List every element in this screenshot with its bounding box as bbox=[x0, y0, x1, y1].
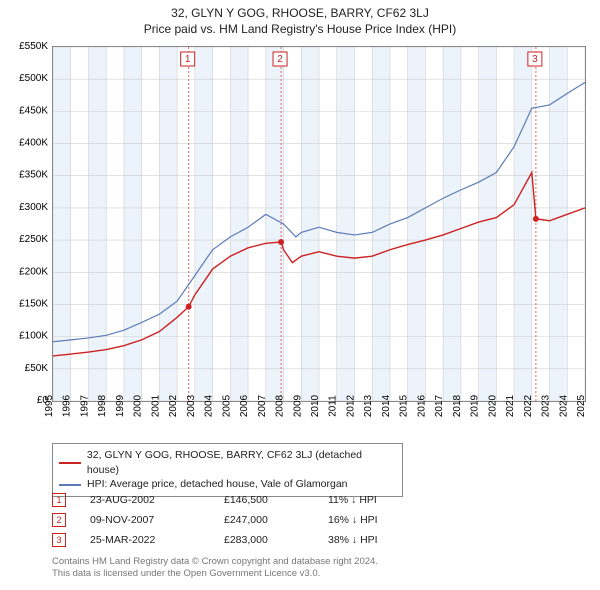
event-price: £247,000 bbox=[224, 514, 304, 526]
legend-swatch bbox=[59, 462, 81, 464]
event-price: £146,500 bbox=[224, 494, 304, 506]
event-date: 25-MAR-2022 bbox=[90, 534, 200, 546]
svg-text:£150K: £150K bbox=[19, 298, 48, 309]
event-badge: 1 bbox=[52, 493, 66, 507]
event-badge: 3 bbox=[52, 533, 66, 547]
chart-subtitle: Price paid vs. HM Land Registry's House … bbox=[0, 22, 600, 36]
svg-text:£250K: £250K bbox=[19, 234, 48, 245]
svg-text:£100K: £100K bbox=[19, 331, 48, 342]
plot-svg bbox=[53, 47, 585, 401]
event-delta: 16% ↓ HPI bbox=[328, 514, 378, 526]
event-date: 09-NOV-2007 bbox=[90, 514, 200, 526]
svg-text:£550K: £550K bbox=[19, 41, 48, 52]
svg-text:£400K: £400K bbox=[19, 138, 48, 149]
chart-title: 32, GLYN Y GOG, RHOOSE, BARRY, CF62 3LJ bbox=[0, 6, 600, 20]
footer: Contains HM Land Registry data © Crown c… bbox=[52, 556, 378, 581]
svg-text:£0: £0 bbox=[37, 395, 49, 406]
event-row: 1 23-AUG-2002 £146,500 11% ↓ HPI bbox=[52, 490, 572, 510]
svg-text:£500K: £500K bbox=[19, 73, 48, 84]
footer-line: Contains HM Land Registry data © Crown c… bbox=[52, 556, 378, 568]
footer-line: This data is licensed under the Open Gov… bbox=[52, 568, 378, 580]
legend-item: 32, GLYN Y GOG, RHOOSE, BARRY, CF62 3LJ … bbox=[59, 448, 396, 477]
events-table: 1 23-AUG-2002 £146,500 11% ↓ HPI 2 09-NO… bbox=[52, 490, 572, 550]
svg-text:£350K: £350K bbox=[19, 170, 48, 181]
chart-container: 32, GLYN Y GOG, RHOOSE, BARRY, CF62 3LJ … bbox=[0, 0, 600, 590]
svg-text:£50K: £50K bbox=[25, 363, 49, 374]
event-date: 23-AUG-2002 bbox=[90, 494, 200, 506]
plot-area bbox=[52, 46, 586, 402]
legend: 32, GLYN Y GOG, RHOOSE, BARRY, CF62 3LJ … bbox=[52, 443, 403, 497]
event-row: 3 25-MAR-2022 £283,000 38% ↓ HPI bbox=[52, 530, 572, 550]
svg-text:£300K: £300K bbox=[19, 202, 48, 213]
svg-text:£450K: £450K bbox=[19, 105, 48, 116]
event-delta: 38% ↓ HPI bbox=[328, 534, 378, 546]
event-row: 2 09-NOV-2007 £247,000 16% ↓ HPI bbox=[52, 510, 572, 530]
legend-label: 32, GLYN Y GOG, RHOOSE, BARRY, CF62 3LJ … bbox=[87, 448, 396, 477]
svg-text:£200K: £200K bbox=[19, 266, 48, 277]
event-delta: 11% ↓ HPI bbox=[328, 494, 377, 506]
event-badge: 2 bbox=[52, 513, 66, 527]
event-price: £283,000 bbox=[224, 534, 304, 546]
legend-swatch bbox=[59, 484, 81, 486]
